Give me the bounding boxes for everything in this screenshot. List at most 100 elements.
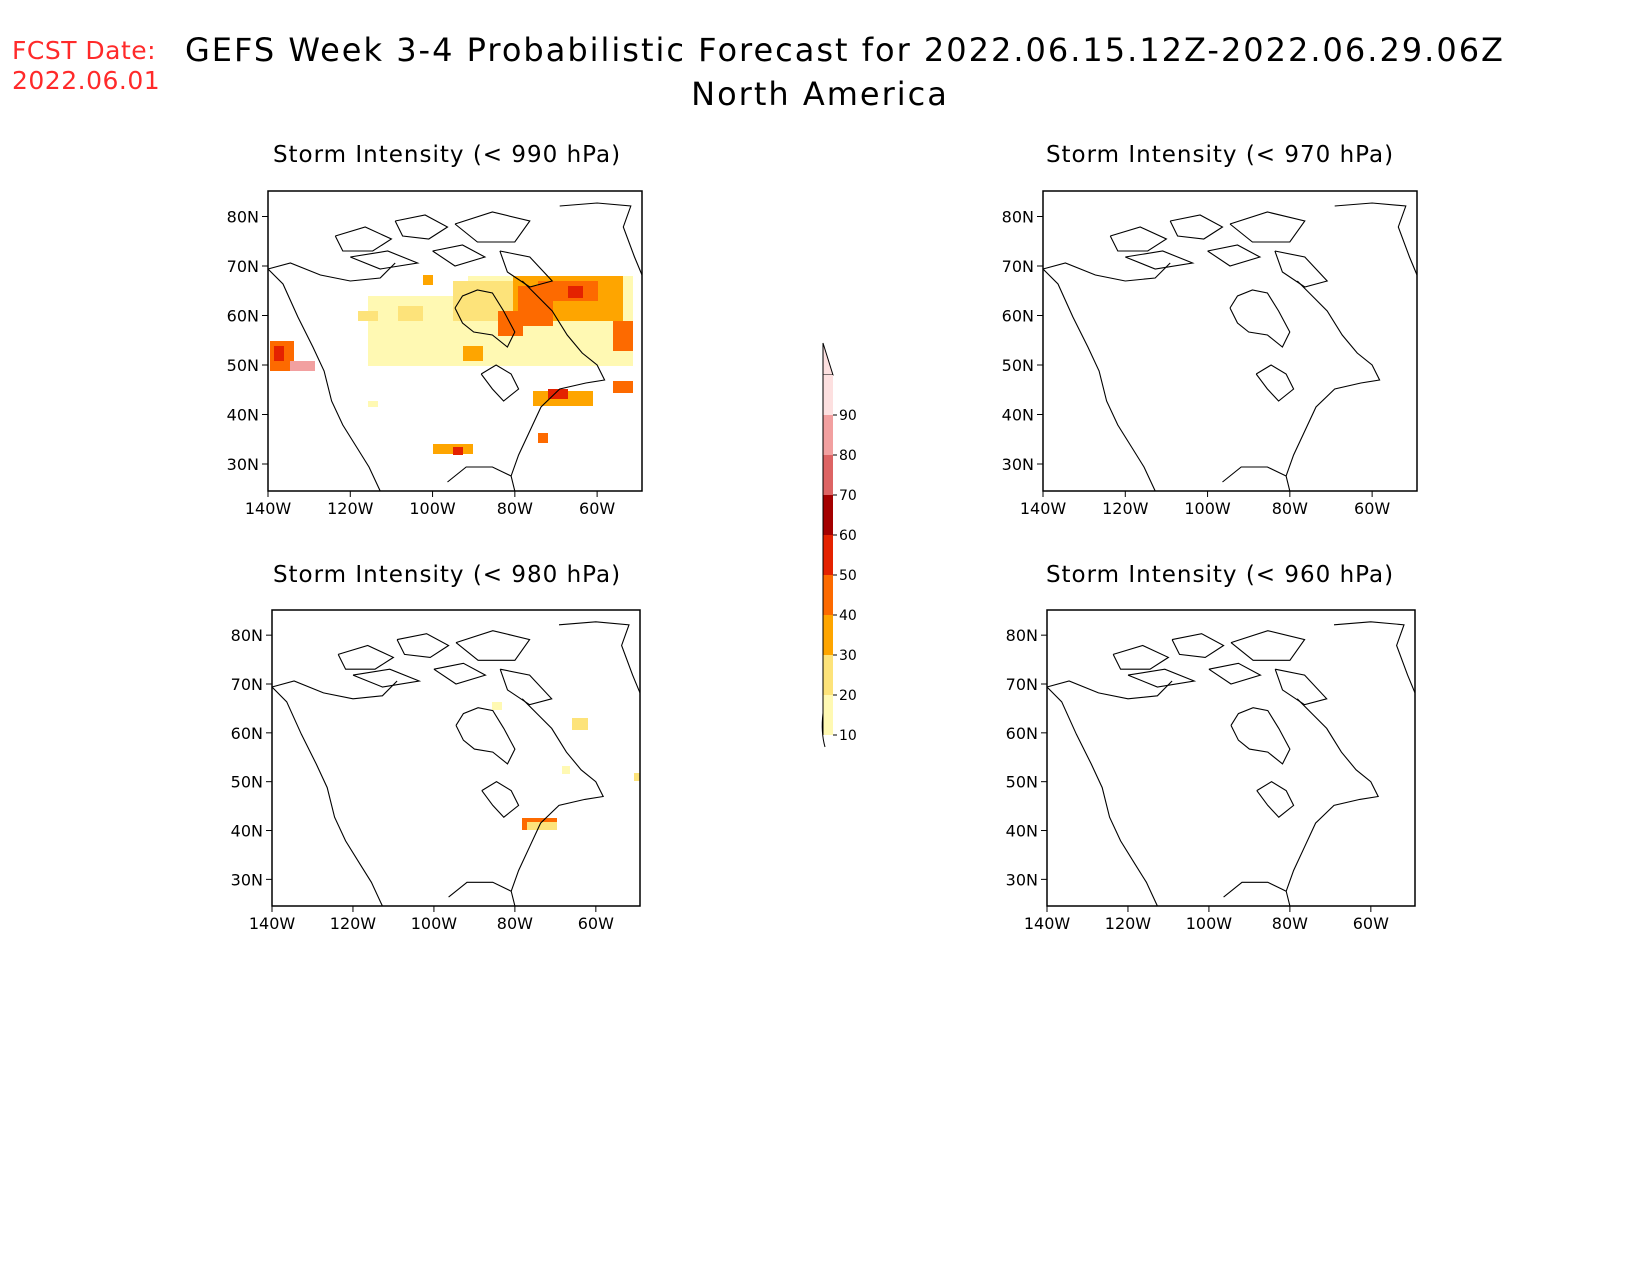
- coastline-path: [337, 644, 395, 670]
- coastline-path: [1229, 289, 1291, 348]
- lat-tick-label: 70N: [1002, 257, 1034, 276]
- coastline-path: [480, 364, 520, 402]
- coastline-path: [1229, 211, 1306, 243]
- lat-tick-label: 80N: [1002, 208, 1034, 227]
- colorbar-label: 20: [839, 688, 857, 704]
- coastline-path: [394, 214, 449, 240]
- coastline-path: [1127, 668, 1197, 688]
- colorbar-segment: [823, 375, 833, 415]
- coastline-path: [1285, 698, 1380, 907]
- colorbar-segment: [823, 655, 833, 695]
- map-panel-970: 80N 70N 60N 50N 40N 30N 140W 120W 100W 80W 60W: [1002, 190, 1418, 515]
- coastline-path: [1274, 668, 1328, 706]
- lat-tick-label: 50N: [1006, 773, 1038, 792]
- colorbar-segment: [823, 695, 833, 735]
- colorbar-top-arrow: [822, 342, 834, 376]
- coastline-path: [559, 202, 643, 276]
- lat-tick-label: 70N: [1006, 675, 1038, 694]
- coastline-path: [396, 633, 450, 658]
- coastline-path: [1255, 364, 1295, 402]
- coastline-path: [1171, 633, 1225, 658]
- lon-tick-label: 140W: [1020, 499, 1067, 515]
- lon-tick-label: 100W: [1186, 914, 1233, 933]
- colorbar-segment: [823, 615, 833, 655]
- coastline-path: [510, 280, 606, 492]
- lat-tick-label: 30N: [227, 455, 259, 474]
- lon-tick-label: 60W: [1353, 914, 1389, 933]
- colorbar-label: 70: [839, 488, 857, 504]
- colorbar-segment: [823, 575, 833, 615]
- lat-tick-label: 80N: [231, 626, 263, 645]
- colorbar-label: 90: [839, 408, 857, 424]
- lat-tick-label: 50N: [231, 773, 263, 792]
- lat-tick-label: 80N: [227, 208, 259, 227]
- coastline-path: [1274, 250, 1329, 288]
- coastline-path: [481, 781, 520, 818]
- coastline-path: [1256, 781, 1295, 818]
- lon-tick-label: 120W: [327, 499, 374, 515]
- lat-tick-label: 40N: [1006, 822, 1038, 841]
- page-title: GEFS Week 3-4 Probabilistic Forecast for…: [185, 31, 1505, 69]
- coastline-path: [1285, 280, 1381, 492]
- lat-tick-label: 30N: [231, 870, 263, 889]
- lon-tick-label: 120W: [1102, 499, 1149, 515]
- fcst-date-caption: FCST Date:: [12, 36, 157, 65]
- coastline-path: [1042, 268, 1156, 492]
- lat-tick-label: 30N: [1006, 870, 1038, 889]
- lat-tick-label: 50N: [1002, 356, 1034, 375]
- coastline-path: [455, 707, 516, 765]
- coastline-path: [352, 668, 422, 688]
- colorbar-label: 60: [839, 528, 857, 544]
- map-panel-960: 80N 70N 60N 50N 40N 30N 140W 120W 100W 80W 60W: [1006, 609, 1416, 933]
- coastline-path: [1109, 226, 1168, 252]
- lat-tick-label: 70N: [231, 675, 263, 694]
- panel-title-990: Storm Intensity (< 990 hPa): [272, 142, 622, 168]
- colorbar-label: 30: [839, 648, 857, 664]
- coastline-path: [1333, 621, 1416, 694]
- coastline-path: [267, 262, 396, 282]
- coastline-path: [499, 668, 553, 706]
- lon-tick-label: 100W: [409, 499, 456, 515]
- map-panel-990: 80N 70N 60N 50N 40N 30N 140W 120W 100W 80W 60W: [227, 190, 643, 515]
- coastline-path: [1334, 202, 1418, 276]
- coastline-path: [1042, 262, 1171, 282]
- probability-colorbar: 10 20 30 40 50 60 70 80 90: [821, 342, 857, 748]
- coastline-path: [455, 630, 531, 661]
- coastline-path: [432, 244, 487, 267]
- coastline-path: [1207, 244, 1262, 267]
- coastline-path: [1046, 680, 1173, 700]
- lat-tick-label: 30N: [1002, 455, 1034, 474]
- lon-tick-label: 100W: [1184, 499, 1231, 515]
- colorbar-bottom-arrow: [821, 712, 826, 748]
- lon-tick-label: 140W: [1024, 914, 1071, 933]
- probability-shading-980: [492, 702, 640, 830]
- lon-tick-label: 120W: [330, 914, 377, 933]
- lon-tick-label: 60W: [1354, 499, 1390, 515]
- coastlines-960: [1046, 621, 1416, 907]
- colorbar-label: 80: [839, 448, 857, 464]
- map-panel-980: 80N 70N 60N 50N 40N 30N 140W 120W 100W 80W 60W: [231, 609, 641, 933]
- coastline-path: [499, 250, 554, 288]
- coastline-path: [1222, 466, 1287, 483]
- lon-tick-label: 140W: [245, 499, 292, 515]
- page-subtitle: North America: [691, 75, 949, 113]
- coastline-path: [1230, 707, 1291, 765]
- panel-title-970: Storm Intensity (< 970 hPa): [1045, 142, 1395, 168]
- lat-tick-label: 60N: [1006, 724, 1038, 743]
- lat-tick-label: 40N: [227, 406, 259, 425]
- lon-tick-label: 80W: [497, 499, 533, 515]
- colorbar-segment: [823, 415, 833, 455]
- colorbar-label: 10: [839, 728, 857, 744]
- lon-tick-label: 100W: [411, 914, 458, 933]
- probability-shading-990: [270, 275, 633, 455]
- lon-tick-label: 80W: [1272, 499, 1308, 515]
- colorbar-label: 40: [839, 608, 857, 624]
- lon-tick-label: 60W: [579, 499, 615, 515]
- coastline-path: [558, 621, 641, 694]
- lon-tick-label: 140W: [249, 914, 296, 933]
- lat-tick-label: 40N: [231, 822, 263, 841]
- lon-tick-label: 120W: [1105, 914, 1152, 933]
- coastline-path: [1230, 630, 1306, 661]
- coastline-path: [448, 881, 512, 898]
- coastlines-970: [1042, 202, 1418, 492]
